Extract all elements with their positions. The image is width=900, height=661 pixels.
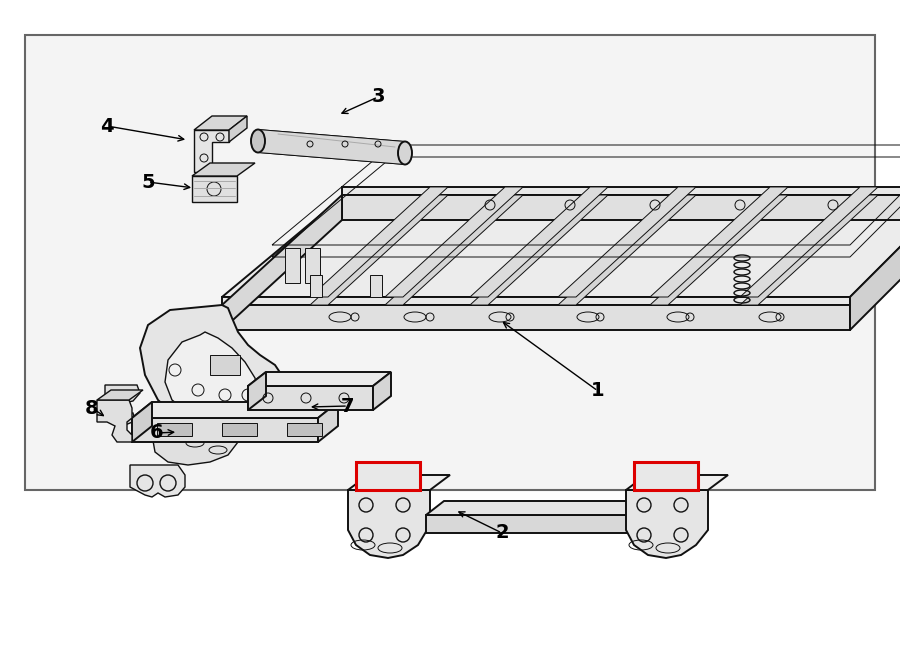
- Polygon shape: [650, 187, 788, 297]
- Text: 1: 1: [591, 381, 605, 401]
- Polygon shape: [305, 248, 320, 283]
- Text: 7: 7: [341, 397, 355, 416]
- Polygon shape: [132, 402, 338, 418]
- Text: 3: 3: [371, 87, 385, 106]
- Polygon shape: [558, 187, 696, 297]
- Polygon shape: [165, 332, 258, 418]
- Polygon shape: [132, 402, 152, 442]
- Polygon shape: [248, 372, 266, 410]
- Polygon shape: [370, 275, 382, 297]
- Polygon shape: [222, 197, 900, 297]
- Text: 5: 5: [141, 173, 155, 192]
- Polygon shape: [650, 195, 788, 305]
- Polygon shape: [222, 297, 850, 305]
- Polygon shape: [194, 130, 229, 172]
- Polygon shape: [248, 386, 373, 410]
- Polygon shape: [157, 423, 192, 436]
- Polygon shape: [285, 248, 300, 283]
- Polygon shape: [192, 176, 237, 202]
- Text: 4: 4: [100, 116, 113, 136]
- Polygon shape: [634, 462, 698, 490]
- Polygon shape: [132, 418, 318, 442]
- Polygon shape: [210, 355, 240, 375]
- Polygon shape: [626, 490, 708, 558]
- Polygon shape: [222, 195, 342, 330]
- Polygon shape: [192, 163, 255, 176]
- Polygon shape: [470, 195, 608, 305]
- Polygon shape: [222, 423, 257, 436]
- Polygon shape: [426, 515, 684, 533]
- Polygon shape: [740, 195, 878, 305]
- Polygon shape: [222, 305, 850, 330]
- Polygon shape: [248, 372, 391, 386]
- Polygon shape: [25, 35, 875, 490]
- Polygon shape: [356, 462, 420, 490]
- Polygon shape: [229, 116, 247, 142]
- Polygon shape: [310, 187, 448, 297]
- Polygon shape: [287, 423, 322, 436]
- Polygon shape: [258, 130, 405, 164]
- Text: 6: 6: [150, 424, 164, 442]
- Polygon shape: [373, 372, 391, 410]
- Ellipse shape: [398, 141, 412, 165]
- Polygon shape: [385, 195, 523, 305]
- Polygon shape: [97, 400, 132, 442]
- Polygon shape: [105, 385, 140, 425]
- Polygon shape: [348, 490, 430, 558]
- Polygon shape: [152, 418, 238, 465]
- Polygon shape: [97, 390, 143, 400]
- Polygon shape: [626, 475, 728, 490]
- Polygon shape: [426, 501, 702, 515]
- Polygon shape: [318, 402, 338, 442]
- Polygon shape: [130, 465, 185, 497]
- Text: 8: 8: [86, 399, 99, 418]
- Polygon shape: [850, 197, 900, 330]
- Polygon shape: [348, 475, 450, 490]
- Polygon shape: [558, 195, 696, 305]
- Polygon shape: [140, 305, 288, 432]
- Text: 2: 2: [495, 524, 508, 543]
- Polygon shape: [470, 187, 608, 297]
- Polygon shape: [310, 275, 322, 297]
- Ellipse shape: [251, 130, 265, 153]
- Polygon shape: [310, 195, 448, 305]
- Polygon shape: [740, 187, 878, 297]
- Polygon shape: [342, 187, 900, 195]
- Polygon shape: [385, 187, 523, 297]
- Polygon shape: [194, 116, 247, 130]
- Polygon shape: [342, 195, 900, 220]
